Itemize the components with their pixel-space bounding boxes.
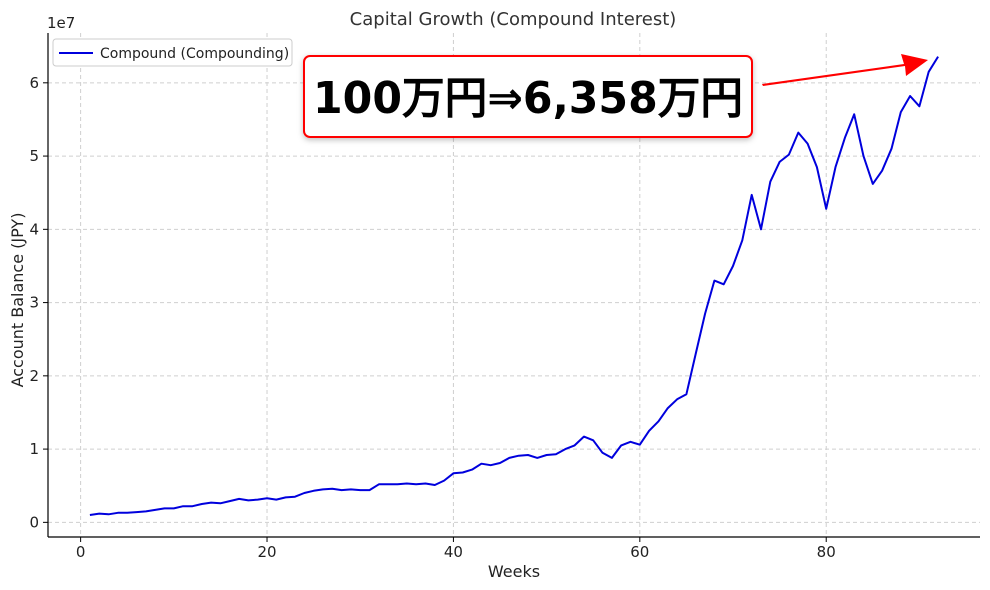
legend-series-label: Compound (Compounding) [100, 46, 289, 62]
y-tick-label: 0 [29, 513, 39, 531]
axes [43, 33, 980, 542]
x-tick-label: 20 [257, 543, 276, 561]
legend-box [52, 38, 293, 67]
callout-text: 100万円⇒6,358万円 [313, 73, 743, 124]
callout-arrow [762, 54, 928, 86]
y-axis-label: Account Balance (JPY) [8, 213, 27, 388]
x-tick-label: 0 [76, 543, 86, 561]
x-axis-label: Weeks [488, 562, 540, 581]
callout-box [303, 55, 753, 138]
x-tick-label: 80 [817, 543, 836, 561]
chart-title: Capital Growth (Compound Interest) [350, 9, 677, 30]
x-tick-label: 40 [444, 543, 463, 561]
y-tick-label: 6 [29, 74, 39, 92]
series-line-compound [89, 56, 939, 516]
series-layer [89, 56, 939, 516]
y-tick-label: 2 [29, 367, 39, 385]
tick-labels: 0 20 40 60 80 0 1 2 3 4 5 6 [29, 74, 835, 561]
legend: Compound (Compounding) [52, 38, 293, 67]
y-axis-scale-label: 1e7 [47, 14, 75, 32]
y-tick-label: 1 [29, 440, 39, 458]
y-tick-label: 3 [29, 294, 39, 312]
y-tick-label: 5 [29, 147, 39, 165]
x-tick-label: 60 [630, 543, 649, 561]
y-tick-label: 4 [29, 220, 39, 238]
annotation-callout: 100万円⇒6,358万円 [303, 54, 928, 138]
